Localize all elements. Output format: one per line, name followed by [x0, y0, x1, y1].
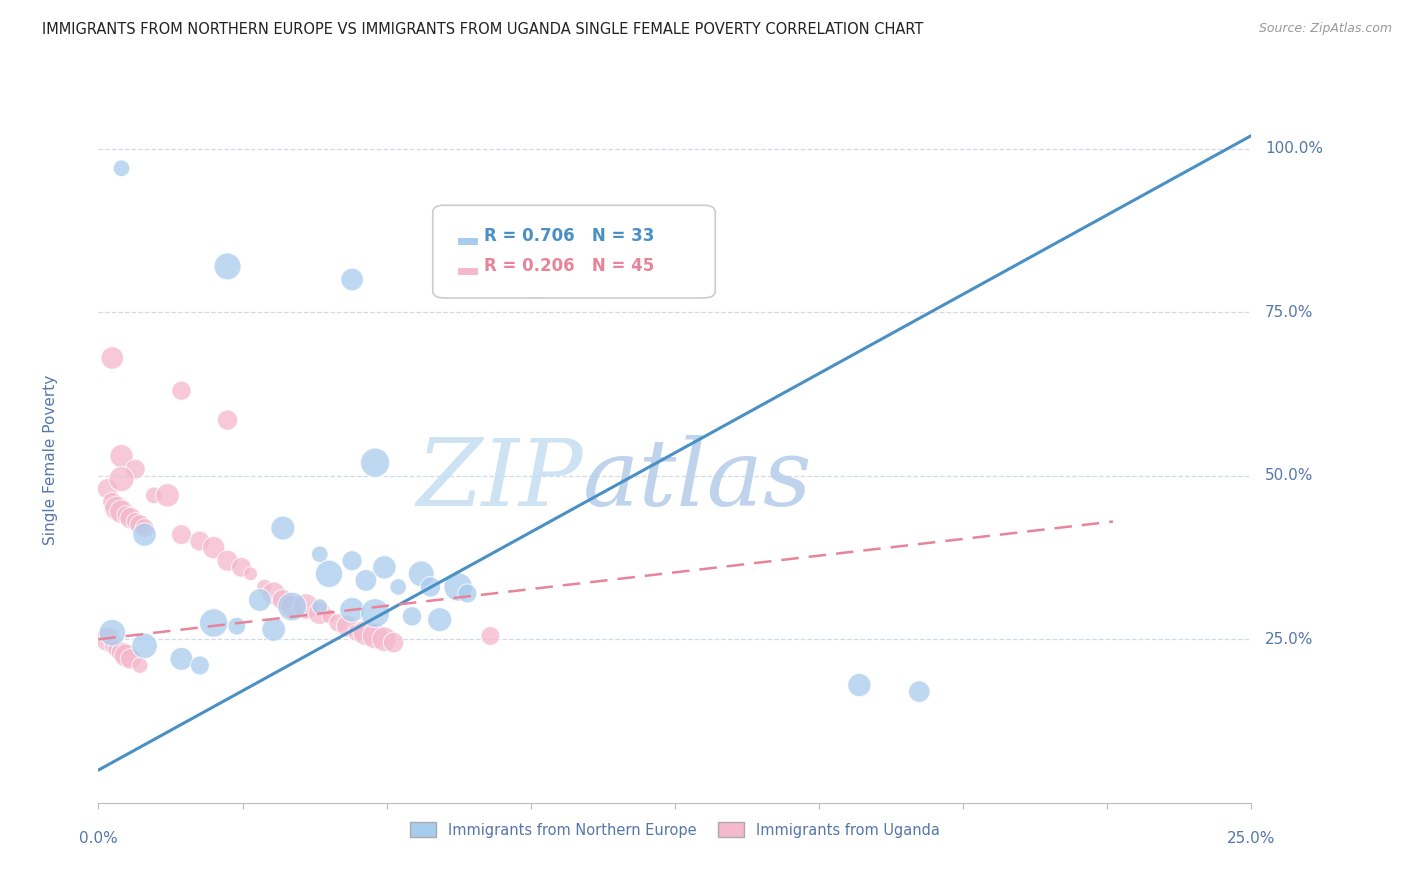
Point — [382, 635, 405, 649]
Point — [401, 609, 423, 624]
Point — [110, 472, 132, 486]
Point — [908, 684, 931, 698]
Point — [364, 606, 387, 620]
Point — [110, 505, 132, 519]
Point — [346, 625, 368, 640]
Point — [340, 603, 363, 617]
Point — [354, 574, 377, 588]
Point — [231, 560, 253, 574]
Text: 25.0%: 25.0% — [1227, 830, 1275, 846]
Point — [202, 615, 225, 630]
Point — [419, 580, 441, 594]
Point — [105, 642, 128, 657]
Point — [124, 515, 146, 529]
Point — [271, 521, 294, 535]
Point — [318, 566, 340, 581]
Point — [115, 508, 138, 522]
Point — [101, 639, 124, 653]
Point — [101, 351, 124, 365]
Point — [156, 488, 179, 502]
Point — [281, 599, 304, 614]
Point — [129, 658, 152, 673]
Point — [134, 521, 156, 535]
Point — [129, 517, 152, 532]
Point — [340, 554, 363, 568]
Point — [97, 632, 120, 647]
Point — [110, 449, 132, 463]
Point — [308, 599, 330, 614]
Point — [225, 619, 247, 633]
Text: atlas: atlas — [582, 435, 813, 525]
Point — [120, 511, 142, 525]
FancyBboxPatch shape — [433, 205, 716, 298]
Point — [848, 678, 870, 692]
FancyBboxPatch shape — [458, 268, 478, 276]
Point — [364, 456, 387, 470]
Point — [170, 384, 193, 398]
Point — [263, 586, 285, 600]
Point — [170, 527, 193, 541]
Text: Source: ZipAtlas.com: Source: ZipAtlas.com — [1258, 22, 1392, 36]
Y-axis label: Single Female Poverty: Single Female Poverty — [44, 375, 58, 544]
Point — [364, 629, 387, 643]
Point — [110, 161, 132, 176]
Point — [340, 272, 363, 286]
Point — [263, 623, 285, 637]
Point — [170, 652, 193, 666]
Point — [188, 534, 211, 549]
Legend: Immigrants from Northern Europe, Immigrants from Uganda: Immigrants from Northern Europe, Immigra… — [404, 816, 946, 844]
Point — [373, 560, 395, 574]
Text: R = 0.206   N = 45: R = 0.206 N = 45 — [485, 257, 655, 275]
Point — [202, 541, 225, 555]
Point — [456, 586, 478, 600]
Point — [249, 593, 271, 607]
Point — [318, 609, 340, 624]
Point — [308, 606, 330, 620]
Text: 100.0%: 100.0% — [1265, 141, 1323, 156]
Point — [271, 593, 294, 607]
Point — [253, 580, 276, 594]
Point — [110, 645, 132, 659]
Point — [134, 527, 156, 541]
Point — [239, 566, 262, 581]
Text: 0.0%: 0.0% — [79, 830, 118, 846]
Point — [217, 413, 239, 427]
Point — [387, 580, 409, 594]
Point — [479, 629, 502, 643]
FancyBboxPatch shape — [458, 238, 478, 245]
Point — [526, 279, 548, 293]
Point — [105, 501, 128, 516]
Point — [142, 488, 165, 502]
Point — [97, 482, 120, 496]
Point — [336, 619, 359, 633]
Point — [217, 260, 239, 274]
Point — [217, 554, 239, 568]
Text: 75.0%: 75.0% — [1265, 305, 1313, 319]
Text: IMMIGRANTS FROM NORTHERN EUROPE VS IMMIGRANTS FROM UGANDA SINGLE FEMALE POVERTY : IMMIGRANTS FROM NORTHERN EUROPE VS IMMIG… — [42, 22, 924, 37]
Point — [124, 462, 146, 476]
Point — [411, 566, 433, 581]
Point — [115, 648, 138, 663]
Point — [308, 547, 330, 561]
Text: 50.0%: 50.0% — [1265, 468, 1313, 483]
Point — [101, 495, 124, 509]
Point — [447, 580, 470, 594]
Point — [295, 599, 318, 614]
Point — [354, 625, 377, 640]
Text: ZIP: ZIP — [416, 435, 582, 525]
Point — [281, 599, 304, 614]
Text: R = 0.706   N = 33: R = 0.706 N = 33 — [485, 227, 655, 244]
Text: 25.0%: 25.0% — [1265, 632, 1313, 647]
Point — [120, 652, 142, 666]
Point — [134, 639, 156, 653]
Point — [188, 658, 211, 673]
Point — [429, 613, 451, 627]
Point — [373, 632, 395, 647]
Point — [101, 625, 124, 640]
Point — [328, 615, 350, 630]
